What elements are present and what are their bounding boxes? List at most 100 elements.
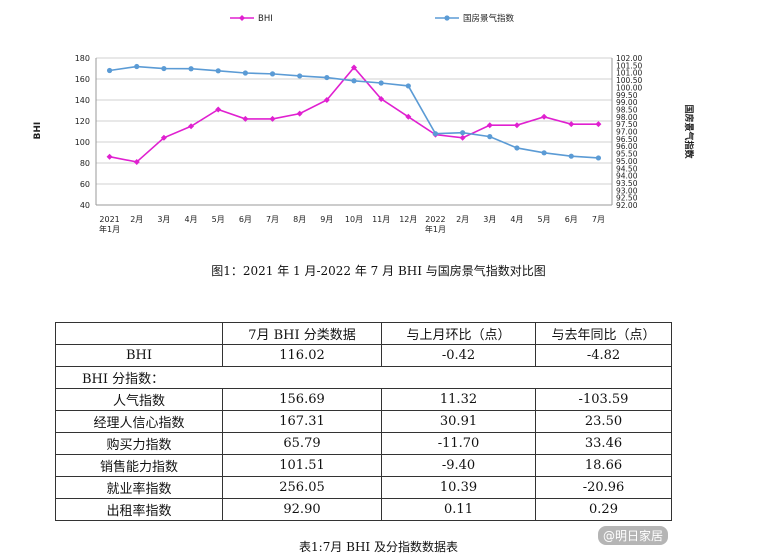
y-right-tick-label: 102.00: [616, 54, 642, 63]
row-value: 167.31: [222, 410, 382, 433]
row-value: 92.90: [222, 498, 382, 521]
bhi-data-table: 7月 BHI 分类数据 与上月环比（点） 与去年同比（点） BHI 116.02…: [55, 322, 672, 521]
data-point: [487, 134, 493, 140]
y-left-tick-label: 100: [75, 138, 90, 147]
table-header-row: 7月 BHI 分类数据 与上月环比（点） 与去年同比（点）: [55, 322, 672, 345]
row-label: 就业率指数: [55, 476, 223, 499]
data-point: [188, 123, 195, 130]
data-point: [513, 122, 520, 129]
y-left-tick-label: 140: [75, 96, 90, 105]
data-point: [215, 68, 221, 74]
x-tick-label: 2月: [130, 215, 143, 224]
row-yoy: 18.66: [535, 454, 672, 477]
data-point: [351, 78, 357, 84]
y-left-axis-label: BHI: [33, 122, 43, 140]
line-chart: 40 60 80 100 120 140 160 180 92.0092.5093.0093.5…: [33, 13, 695, 234]
data-point: [595, 121, 602, 128]
data-point: [324, 74, 330, 81]
data-point: [215, 106, 222, 113]
y-left-tick-label: 40: [80, 201, 90, 210]
data-point: [106, 153, 113, 160]
table-group-row: BHI 分指数：: [55, 366, 672, 389]
data-point: [161, 65, 167, 72]
data-point: [459, 134, 466, 141]
table-row: 经理人信心指数 167.31 30.91 23.50: [55, 410, 672, 433]
y-left-tick-label: 60: [80, 180, 90, 189]
row-label: 购买力指数: [55, 432, 223, 455]
x-tick-label: 5月: [538, 215, 551, 224]
y-right-tick-label: 96.00: [616, 142, 638, 151]
legend-label: 国房景气指数: [463, 13, 515, 24]
row-mom: -0.42: [381, 344, 536, 367]
table-row: 出租率指数 92.90 0.11 0.29: [55, 498, 672, 521]
y-right-tick-label: 95.00: [616, 157, 638, 166]
y-right-tick-label: 94.50: [616, 164, 638, 173]
y-right-tick-label: 93.50: [616, 179, 638, 188]
row-mom: 11.32: [381, 388, 536, 411]
data-point: [460, 130, 466, 136]
empty-cell: [222, 366, 382, 389]
y-right-tick-label: 95.50: [616, 150, 638, 159]
figure-caption: 图1：2021 年 1 月-2022 年 7 月 BHI 与国房景气指数对比图: [211, 264, 546, 278]
data-point: [541, 150, 547, 156]
x-tick-label: 年1月: [425, 224, 446, 234]
data-point: [188, 66, 194, 72]
data-point: [405, 113, 412, 120]
row-value: 156.69: [222, 388, 382, 411]
table-row: 购买力指数 65.79 -11.70 33.46: [55, 432, 672, 455]
table-row-bhi: BHI 116.02 -0.42 -4.82: [55, 344, 672, 367]
watermark: @明日家居: [598, 526, 669, 545]
data-point: [595, 155, 602, 161]
table-header-cell: [55, 322, 223, 345]
row-yoy: 33.46: [535, 432, 672, 455]
data-point: [568, 153, 574, 159]
y-left-tick-label: 80: [80, 159, 90, 168]
data-point: [541, 113, 548, 120]
empty-cell: [535, 366, 672, 389]
data-point: [160, 134, 167, 141]
table-header-cell: 与上月环比（点）: [381, 322, 536, 345]
x-tick-label: 7月: [592, 215, 605, 224]
y-right-tick-label: 98.00: [616, 113, 638, 122]
x-tick-label: 8月: [293, 215, 306, 224]
row-label: 人气指数: [55, 388, 223, 411]
row-label: BHI: [55, 344, 223, 367]
x-tick-label: 12月: [399, 215, 417, 224]
row-label: 经理人信心指数: [55, 410, 223, 433]
table-caption: 表1:7月 BHI 及分指数数据表: [299, 540, 458, 554]
y-right-tick-label: 96.50: [616, 135, 638, 144]
x-tick-label: 3月: [483, 215, 496, 224]
y-left-tick-label: 160: [75, 75, 90, 84]
data-point: [486, 122, 493, 129]
table-row: 就业率指数 256.05 10.39 -20.96: [55, 476, 672, 499]
y-right-tick-label: 97.50: [616, 120, 638, 129]
table-header-cell: 与去年同比（点）: [535, 322, 672, 345]
y-right-tick-label: 99.00: [616, 98, 638, 107]
y-right-axis-label: 国房景气指数: [683, 104, 695, 159]
data-point: [242, 70, 248, 76]
data-point: [269, 115, 276, 122]
x-tick-label: 2月: [456, 215, 469, 224]
data-point: [296, 110, 303, 117]
y-right-tick-label: 94.00: [616, 172, 638, 181]
row-yoy: 0.29: [535, 498, 672, 521]
data-point: [568, 121, 575, 128]
row-yoy: -103.59: [535, 388, 672, 411]
row-mom: -9.40: [381, 454, 536, 477]
table-header-cell: 7月 BHI 分类数据: [222, 322, 382, 345]
x-tick-label: 9月: [320, 215, 333, 224]
y-right-tick-label: 99.50: [616, 91, 638, 100]
data-point: [269, 71, 276, 77]
row-yoy: -4.82: [535, 344, 672, 367]
data-point: [323, 97, 330, 103]
y-right-tick-label: 93.00: [616, 186, 638, 195]
x-tick-label: 11月: [372, 215, 390, 224]
x-tick-label: 6月: [239, 215, 252, 224]
x-tick-label: 6月: [565, 215, 578, 224]
row-yoy: -20.96: [535, 476, 672, 499]
y-right-tick-label: 92.50: [616, 194, 638, 203]
x-tick-label: 年1月: [99, 224, 120, 234]
row-label: 出租率指数: [55, 498, 223, 521]
data-point: [297, 73, 303, 79]
data-point: [432, 131, 439, 137]
